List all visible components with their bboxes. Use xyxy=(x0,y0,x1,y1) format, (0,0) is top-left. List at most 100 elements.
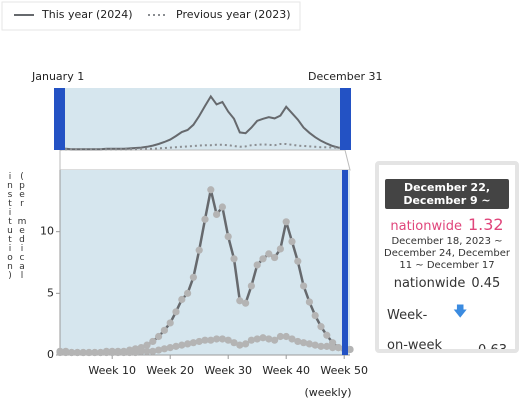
plot-area xyxy=(60,170,350,355)
data-point xyxy=(242,340,250,348)
data-point xyxy=(155,346,163,354)
data-point xyxy=(114,348,122,357)
tooltip: December 22, December 9 ~ December 15 na… xyxy=(375,161,519,353)
data-point xyxy=(265,335,273,343)
legend-box xyxy=(1,1,301,31)
data-point xyxy=(137,347,145,355)
data-point xyxy=(276,245,284,253)
x-tick-label: Week 30 xyxy=(204,364,252,377)
x-tick-label: Week 10 xyxy=(88,364,136,377)
data-point xyxy=(218,203,226,211)
tooltip-header: December 22, December 9 ~ December 15 xyxy=(385,179,509,209)
brush-handle-left xyxy=(54,88,65,150)
data-point xyxy=(207,336,215,344)
data-point xyxy=(189,339,197,347)
data-point xyxy=(334,344,342,352)
data-point xyxy=(126,348,134,357)
data-point xyxy=(323,331,331,339)
data-point xyxy=(282,332,290,341)
data-point xyxy=(131,348,139,357)
data-point xyxy=(149,337,157,346)
change-value: -0.63 xyxy=(473,343,507,353)
data-point xyxy=(178,341,186,349)
data-point xyxy=(143,341,151,349)
data-point xyxy=(189,273,197,281)
data-point xyxy=(149,347,157,355)
data-point xyxy=(282,218,290,226)
hover-line xyxy=(342,170,348,355)
data-point xyxy=(195,337,203,346)
data-point xyxy=(271,253,279,262)
brush-line xyxy=(60,94,351,151)
x-tick-label: Week 50 xyxy=(320,364,368,377)
x-tick-label: Week 20 xyxy=(146,364,194,377)
data-point xyxy=(311,311,319,320)
data-point xyxy=(236,341,244,349)
data-point xyxy=(224,233,232,241)
data-point xyxy=(247,336,255,344)
data-point xyxy=(155,332,163,341)
data-point xyxy=(300,282,308,290)
previous-value: 0.45 xyxy=(471,276,501,291)
data-point xyxy=(300,339,308,347)
data-point xyxy=(218,335,226,343)
data-point xyxy=(160,345,168,353)
data-point xyxy=(195,246,203,254)
current-value: 1.32 xyxy=(467,215,504,234)
y-axis-label: (per medical institution) xyxy=(5,172,27,280)
brush-start-label: January 1 xyxy=(31,70,84,83)
change-label: Week-on-week xyxy=(387,308,443,353)
data-point xyxy=(305,340,313,348)
data-point xyxy=(288,335,296,343)
down-arrow: 🡇 xyxy=(452,304,468,320)
data-point xyxy=(346,345,354,354)
y-tick-label: 0 xyxy=(47,348,54,361)
data-point xyxy=(294,337,302,346)
data-point xyxy=(178,295,186,304)
data-point xyxy=(230,255,238,263)
data-point xyxy=(68,348,76,357)
data-point xyxy=(73,348,81,357)
y-tick-label: 5 xyxy=(47,286,54,299)
data-point xyxy=(102,348,110,357)
data-point xyxy=(259,334,267,342)
data-point xyxy=(184,340,192,348)
data-point xyxy=(160,326,168,334)
data-point xyxy=(236,297,244,305)
current-label: nationwide xyxy=(390,219,462,234)
data-point xyxy=(253,261,261,269)
data-point xyxy=(224,336,232,344)
data-point xyxy=(166,344,174,352)
data-point xyxy=(120,348,128,357)
data-point xyxy=(271,336,279,344)
data-point xyxy=(62,348,70,357)
data-point xyxy=(265,250,273,258)
x-axis-label: (weekly) xyxy=(304,386,351,399)
data-point xyxy=(201,336,209,344)
data-point xyxy=(108,348,116,357)
data-point xyxy=(56,348,64,357)
brush-line xyxy=(60,143,351,151)
data-point xyxy=(213,335,221,343)
data-point xyxy=(288,237,296,246)
data-point xyxy=(253,335,261,343)
brush-end-label: December 31 xyxy=(308,70,383,83)
data-point xyxy=(323,342,331,350)
data-point xyxy=(317,342,325,350)
y-tick-label: 10 xyxy=(40,225,54,238)
data-point xyxy=(317,323,325,331)
data-point xyxy=(259,255,267,263)
data-point xyxy=(213,210,221,218)
legend-label: This year (2024) xyxy=(41,8,133,21)
data-point xyxy=(79,348,87,357)
data-point xyxy=(172,308,180,316)
data-point xyxy=(230,339,238,347)
data-point xyxy=(294,257,302,265)
previous-period: December 18, 2023 ~ December 24, Decembe… xyxy=(384,236,510,271)
previous-label: nationwide xyxy=(393,276,466,291)
data-point xyxy=(276,332,284,341)
data-point xyxy=(85,348,93,357)
brush-handle-right xyxy=(340,88,351,150)
